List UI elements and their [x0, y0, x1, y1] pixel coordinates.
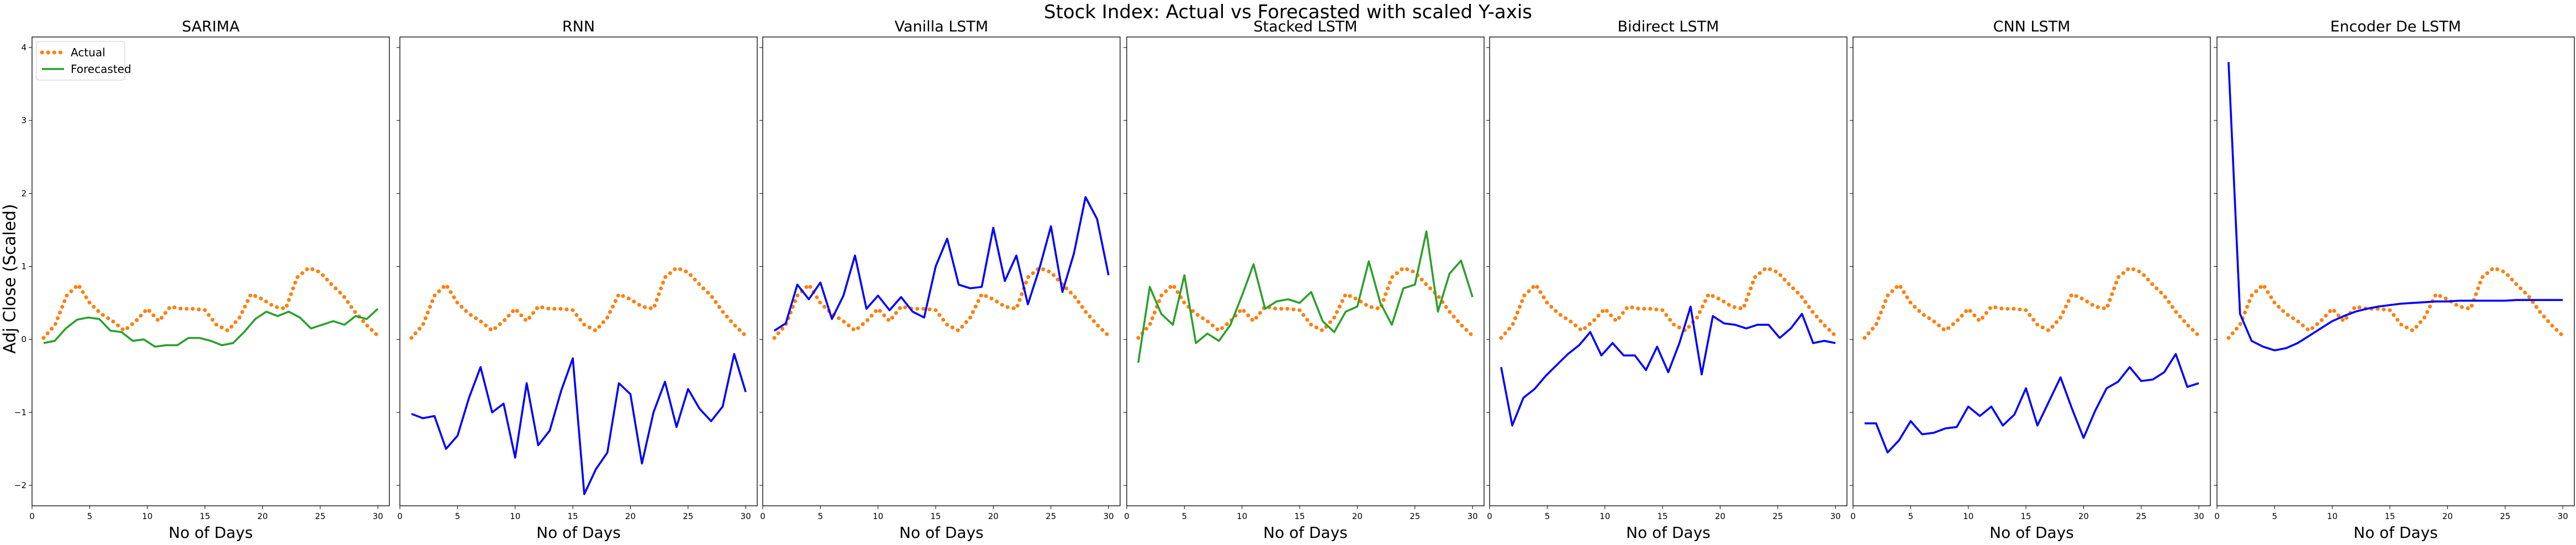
- x-tick-label: 15: [568, 511, 578, 521]
- x-axis-label: No of Days: [536, 523, 621, 542]
- x-tick-label: 30: [2194, 511, 2204, 521]
- panel-frame: [1489, 36, 1847, 506]
- panel-frame: [2216, 36, 2575, 506]
- x-tick-label: 10: [1237, 511, 1247, 521]
- x-tick-label: 25: [1772, 511, 1783, 521]
- x-tick-label: 5: [87, 511, 93, 521]
- y-tick-label: −2: [14, 480, 27, 490]
- x-tick-label: 30: [1830, 511, 1841, 521]
- forecast-series-line: [773, 196, 1110, 332]
- forecast-series-line: [1137, 230, 1474, 363]
- x-tick-label: 10: [873, 511, 883, 521]
- panel-title: Encoder De LSTM: [2330, 18, 2461, 35]
- x-tick-label: 30: [1104, 511, 1114, 521]
- x-tick-label: 30: [373, 511, 383, 521]
- x-tick-label: 5: [1545, 511, 1550, 521]
- panel-frame: [1126, 36, 1485, 506]
- actual-series-line: [41, 266, 380, 340]
- x-tick-label: 20: [988, 511, 999, 521]
- panel-title: Stacked LSTM: [1253, 18, 1357, 35]
- x-tick-label: 30: [2558, 511, 2568, 521]
- panel-title: Vanilla LSTM: [895, 18, 989, 35]
- x-axis-label: No of Days: [1989, 523, 2074, 542]
- x-tick-label: 25: [1046, 511, 1056, 521]
- x-tick-label: 25: [1410, 511, 1420, 521]
- x-tick-label: 30: [1468, 511, 1478, 521]
- x-tick-label: 0: [29, 511, 35, 521]
- x-tick-label: 20: [625, 511, 636, 521]
- x-tick-label: 15: [200, 511, 210, 521]
- x-tick-label: 25: [2136, 511, 2146, 521]
- x-tick-label: 10: [1600, 511, 1610, 521]
- x-tick-label: 15: [2385, 511, 2395, 521]
- panel-title: CNN LSTM: [1993, 18, 2071, 35]
- chart-suptitle: Stock Index: Actual vs Forecasted with s…: [1044, 1, 1532, 23]
- panel-title: SARIMA: [182, 18, 240, 35]
- panel-frame: [399, 36, 758, 506]
- x-tick-label: 15: [1295, 511, 1305, 521]
- actual-series-line: [772, 266, 1111, 340]
- forecast-series-line: [2227, 62, 2563, 352]
- x-tick-label: 15: [1657, 511, 1668, 521]
- x-tick-label: 20: [2078, 511, 2089, 521]
- panel-title: Bidirect LSTM: [1618, 18, 1719, 35]
- x-tick-label: 0: [397, 511, 403, 521]
- x-tick-label: 15: [931, 511, 941, 521]
- x-axis-label: No of Days: [168, 523, 253, 542]
- x-tick-label: 5: [1182, 511, 1187, 521]
- panel-frame: [1852, 36, 2211, 506]
- legend-box: [36, 41, 125, 81]
- x-tick-label: 25: [2500, 511, 2510, 521]
- x-tick-label: 20: [2442, 511, 2453, 521]
- actual-series-line: [1862, 266, 2201, 340]
- y-tick-label: 1: [21, 262, 27, 272]
- x-tick-label: 20: [1352, 511, 1363, 521]
- x-tick-label: 10: [142, 511, 152, 521]
- forecast-series-line: [411, 353, 747, 495]
- actual-series-line: [1499, 266, 1838, 340]
- x-tick-label: 25: [315, 511, 325, 521]
- x-tick-label: 5: [818, 511, 824, 521]
- panel-title: RNN: [562, 18, 595, 35]
- x-tick-label: 20: [257, 511, 268, 521]
- x-tick-label: 25: [683, 511, 693, 521]
- x-tick-label: 5: [1908, 511, 1914, 521]
- x-tick-label: 0: [1124, 511, 1129, 521]
- x-axis-label: No of Days: [899, 523, 984, 542]
- x-axis-label: No of Days: [1263, 523, 1348, 542]
- x-tick-label: 0: [2214, 511, 2220, 521]
- forecast-series-line: [1864, 353, 2199, 454]
- x-tick-label: 10: [1963, 511, 1973, 521]
- forecast-series-line: [1500, 305, 1836, 427]
- y-tick-label: 2: [21, 188, 27, 198]
- forecast-series-line: [43, 308, 379, 348]
- y-tick-label: 3: [21, 115, 27, 125]
- x-axis-label: No of Days: [2353, 523, 2438, 542]
- x-tick-label: 0: [760, 511, 766, 521]
- panel-frame: [762, 36, 1121, 506]
- x-tick-label: 30: [741, 511, 751, 521]
- actual-series-line: [409, 266, 748, 340]
- legend-label-forecasted: Forecasted: [71, 62, 131, 76]
- legend-label-actual: Actual: [71, 46, 105, 59]
- x-axis-label: No of Days: [1626, 523, 1711, 542]
- x-tick-label: 20: [1715, 511, 1725, 521]
- x-tick-label: 5: [2272, 511, 2278, 521]
- y-tick-label: −1: [14, 408, 27, 417]
- x-tick-label: 15: [2021, 511, 2031, 521]
- x-tick-label: 10: [510, 511, 520, 521]
- x-tick-label: 0: [1850, 511, 1856, 521]
- y-tick-label: 0: [21, 335, 27, 345]
- x-tick-label: 10: [2327, 511, 2337, 521]
- panel-frame: [31, 36, 390, 506]
- x-tick-label: 5: [455, 511, 461, 521]
- x-tick-label: 0: [1487, 511, 1492, 521]
- actual-series-line: [2226, 266, 2565, 340]
- y-tick-label: 4: [21, 43, 27, 52]
